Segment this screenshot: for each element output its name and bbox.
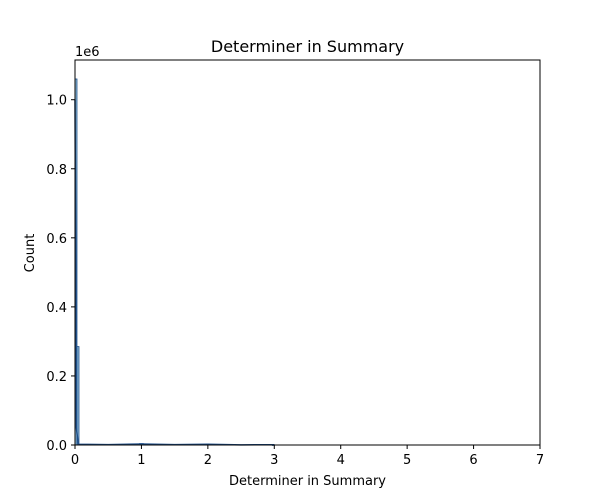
x-tick-label: 2 bbox=[204, 453, 212, 468]
y-axis-multiplier: 1e6 bbox=[75, 45, 100, 60]
x-axis-label: Determiner in Summary bbox=[229, 474, 386, 489]
y-tick-label: 1.0 bbox=[46, 94, 67, 109]
y-tick-label: 0.4 bbox=[46, 301, 67, 316]
y-tick-label: 0.6 bbox=[46, 232, 67, 247]
x-tick-label: 1 bbox=[137, 453, 145, 468]
x-axis-ticks: 0 1 2 3 4 5 6 7 bbox=[71, 445, 544, 468]
x-tick-label: 3 bbox=[270, 453, 278, 468]
axes-frame bbox=[74, 59, 541, 446]
y-axis-ticks: 0.0 0.2 0.4 0.6 0.8 1.0 bbox=[46, 94, 75, 454]
x-tick-label: 0 bbox=[71, 453, 79, 468]
y-axis-label: Count bbox=[23, 234, 38, 273]
x-tick-label: 4 bbox=[337, 453, 345, 468]
x-tick-label: 5 bbox=[403, 453, 411, 468]
x-tick-label: 7 bbox=[536, 453, 544, 468]
x-tick-label: 6 bbox=[469, 453, 477, 468]
chart-title: Determiner in Summary bbox=[211, 37, 404, 56]
y-tick-label: 0.8 bbox=[46, 163, 67, 178]
y-tick-label: 0.2 bbox=[46, 370, 67, 385]
y-tick-label: 0.0 bbox=[46, 439, 67, 454]
